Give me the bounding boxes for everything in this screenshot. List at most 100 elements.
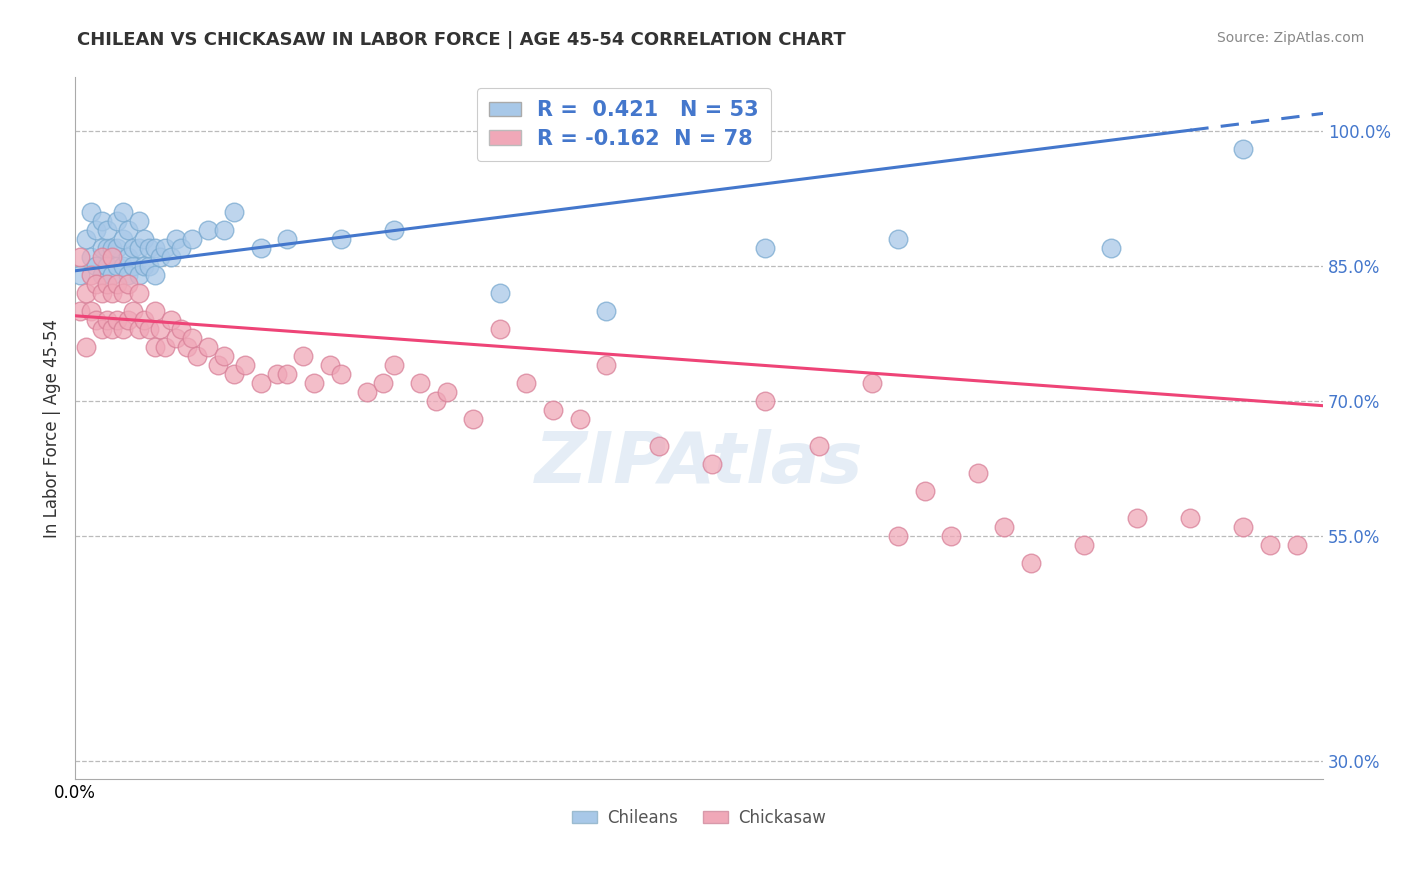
Point [329,368,352,382]
Point [132,232,155,246]
Point [993,520,1015,534]
Point [266,368,288,382]
Point [122,304,145,318]
Point [207,358,229,372]
Point [302,376,325,391]
Point [84,260,107,274]
Point [80,250,103,264]
Point [425,394,447,409]
Point [595,304,617,318]
Point [887,232,910,246]
Point [138,260,160,274]
Point [101,250,124,264]
Point [180,331,202,345]
Point [159,250,181,264]
Point [107,241,129,255]
Point [186,349,208,363]
Point [96,241,118,255]
Point [111,322,134,336]
Point [180,232,202,246]
Point [90,214,112,228]
Point [101,286,124,301]
Point [69,250,91,264]
Point [111,260,134,274]
Point [233,358,256,372]
Y-axis label: In Labor Force | Age 45-54: In Labor Force | Age 45-54 [44,318,60,538]
Point [117,223,139,237]
Point [197,340,219,354]
Point [75,232,97,246]
Point [382,358,405,372]
Point [107,313,129,327]
Point [143,304,166,318]
Point [75,340,97,354]
Point [143,268,166,283]
Point [292,349,315,363]
Point [1019,556,1042,570]
Point [90,322,112,336]
Point [117,313,139,327]
Point [250,376,273,391]
Point [111,286,134,301]
Point [80,205,103,219]
Point [155,340,177,354]
Point [489,322,512,336]
Point [90,286,112,301]
Point [409,376,432,391]
Point [69,304,91,318]
Point [170,322,193,336]
Legend: Chileans, Chickasaw: Chileans, Chickasaw [565,803,832,834]
Point [69,268,91,283]
Point [138,241,160,255]
Point [754,241,776,255]
Point [128,286,150,301]
Point [568,412,591,426]
Point [515,376,537,391]
Point [212,223,235,237]
Point [941,529,963,543]
Point [1232,520,1254,534]
Point [143,340,166,354]
Text: Source: ZipAtlas.com: Source: ZipAtlas.com [1216,31,1364,45]
Text: ZIPAtlas: ZIPAtlas [534,429,863,498]
Text: CHILEAN VS CHICKASAW IN LABOR FORCE | AGE 45-54 CORRELATION CHART: CHILEAN VS CHICKASAW IN LABOR FORCE | AG… [77,31,846,49]
Point [1126,511,1149,525]
Point [276,368,298,382]
Point [489,286,512,301]
Point [107,260,129,274]
Point [1099,241,1122,255]
Point [96,260,118,274]
Point [111,205,134,219]
Point [541,403,564,417]
Point [117,250,139,264]
Point [84,223,107,237]
Point [111,232,134,246]
Point [128,241,150,255]
Point [1180,511,1202,525]
Point [250,241,273,255]
Point [887,529,910,543]
Point [276,232,298,246]
Point [128,214,150,228]
Point [128,268,150,283]
Point [101,268,124,283]
Point [595,358,617,372]
Point [96,223,118,237]
Point [122,241,145,255]
Point [101,322,124,336]
Point [138,322,160,336]
Point [80,268,103,283]
Point [155,241,177,255]
Point [165,331,187,345]
Point [96,277,118,292]
Point [128,322,150,336]
Point [967,466,990,480]
Point [754,394,776,409]
Point [463,412,485,426]
Point [702,457,724,471]
Point [90,250,112,264]
Point [75,286,97,301]
Point [1073,538,1095,552]
Point [224,368,246,382]
Point [914,484,936,499]
